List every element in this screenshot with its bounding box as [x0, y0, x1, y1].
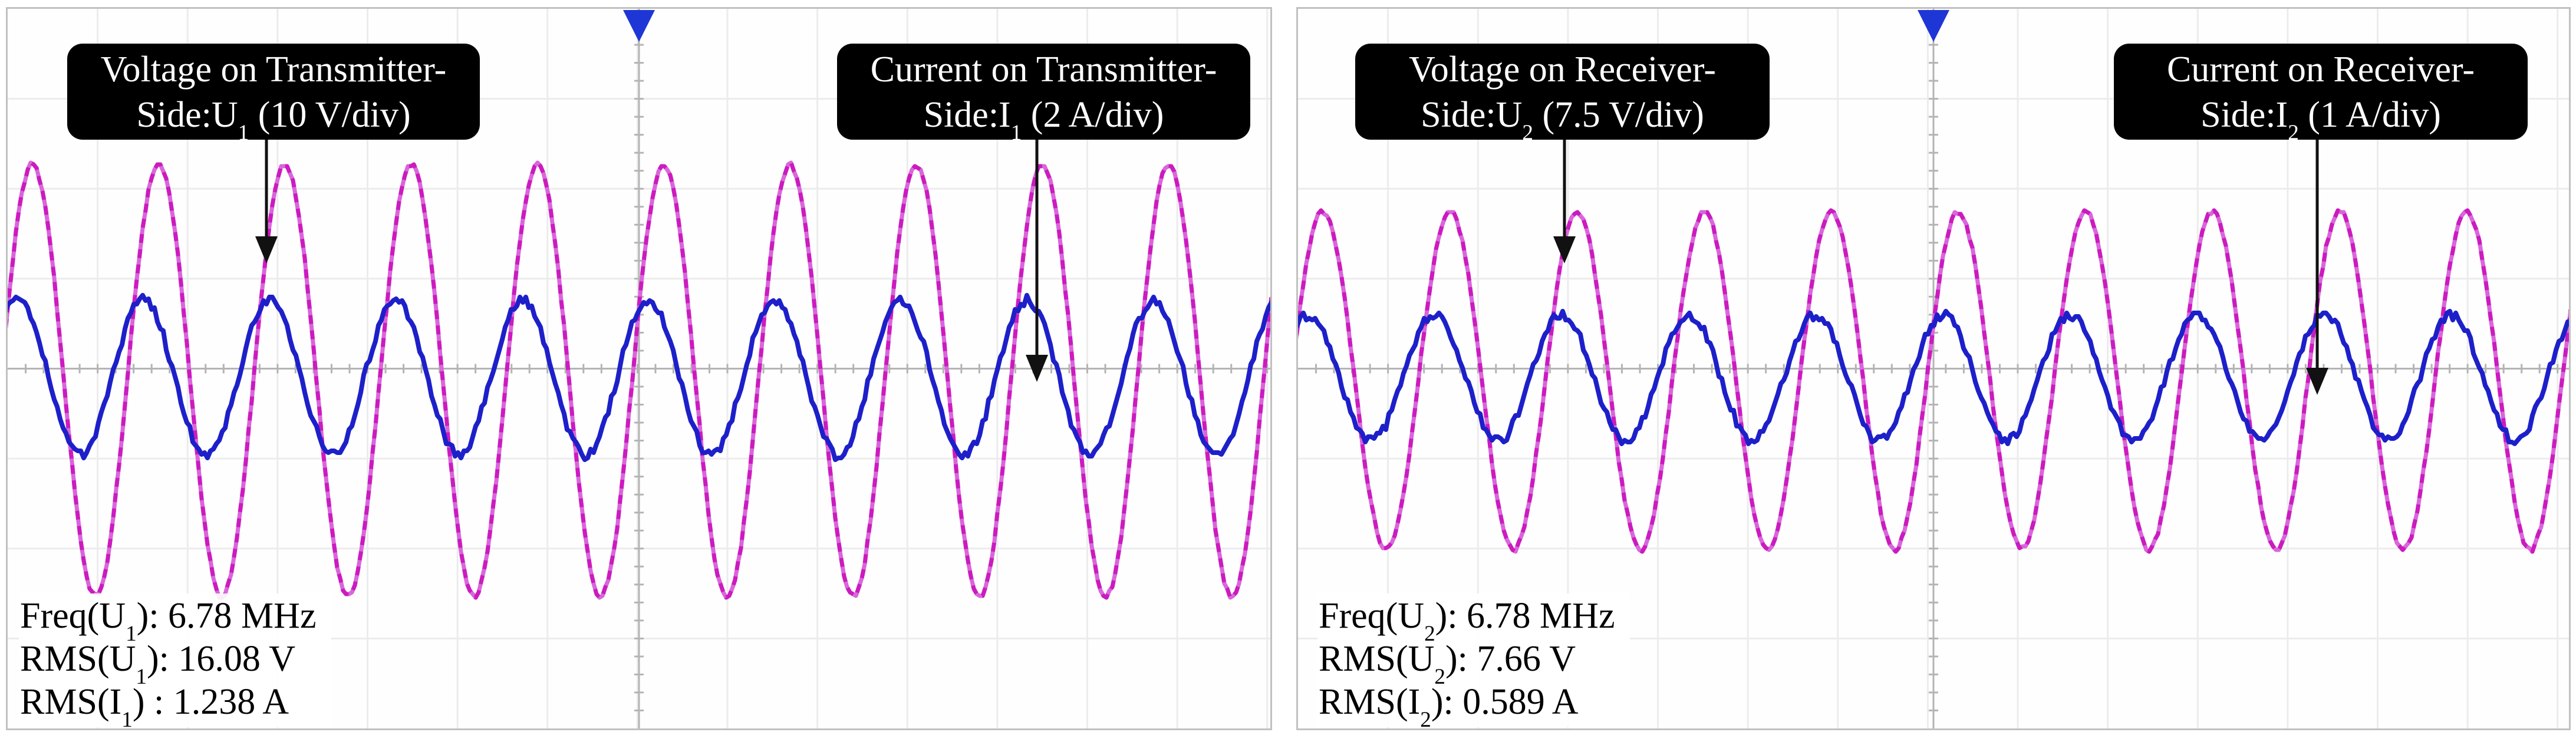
center-axes: [1298, 9, 2569, 728]
measurement-line: Freq(U1): 6.78 MHz: [20, 596, 317, 646]
measurement-line: RMS(I1) : 1.238 A: [20, 682, 289, 730]
callout-arrow: [255, 140, 278, 263]
trigger-marker-icon: [1918, 10, 1949, 42]
voltage-trace-dash: [1298, 208, 2569, 554]
callout-line: Voltage on Transmitter-: [100, 50, 447, 90]
callout-line: Current on Transmitter-: [870, 50, 1217, 90]
arrowhead-icon: [2306, 368, 2328, 395]
current-trace: [1298, 309, 2569, 446]
callout-line: Side:I2 (1 A/div): [2201, 95, 2441, 145]
callout-line: Voltage on Receiver-: [1409, 50, 1716, 90]
measurements-receiver: Freq(U2): 6.78 MHz RMS(U2): 7.66 V RMS(I…: [1317, 593, 1630, 730]
callout-line: Side:U1 (10 V/div): [136, 95, 411, 145]
oscilloscope-panel-transmitter: Voltage on Transmitter- Side:U1 (10 V/di…: [6, 7, 1272, 730]
current-trace: [8, 293, 1270, 462]
callout-line: Side:U2 (7.5 V/div): [1421, 95, 1704, 145]
callout-line: Current on Receiver-: [2166, 50, 2475, 90]
oscilloscope-panel-receiver: Voltage on Receiver- Side:U2 (7.5 V/div)…: [1296, 7, 2571, 730]
measurement-line: RMS(I2): 0.589 A: [1319, 682, 1579, 730]
measurement-line: RMS(U2): 7.66 V: [1319, 639, 1576, 689]
arrowhead-icon: [255, 236, 278, 263]
trigger-marker-icon: [623, 10, 655, 42]
callout-voltage-transmitter: Voltage on Transmitter- Side:U1 (10 V/di…: [67, 44, 480, 145]
arrowhead-icon: [1026, 355, 1048, 382]
callout-voltage-receiver: Voltage on Receiver- Side:U2 (7.5 V/div): [1355, 44, 1770, 145]
arrowhead-icon: [1553, 236, 1576, 263]
callout-arrow: [1553, 140, 1576, 263]
measurement-line: RMS(U1): 16.08 V: [20, 639, 296, 689]
callout-arrow: [2306, 140, 2328, 395]
measurements-transmitter: Freq(U1): 6.78 MHz RMS(U1): 16.08 V RMS(…: [19, 593, 332, 730]
callout-line: Side:I1 (2 A/div): [923, 95, 1164, 145]
measurement-line: Freq(U2): 6.78 MHz: [1319, 596, 1615, 646]
callout-current-receiver: Current on Receiver- Side:I2 (1 A/div): [2114, 44, 2528, 145]
callout-arrow: [1026, 140, 1048, 382]
callout-current-transmitter: Current on Transmitter- Side:I1 (2 A/div…: [837, 44, 1250, 145]
